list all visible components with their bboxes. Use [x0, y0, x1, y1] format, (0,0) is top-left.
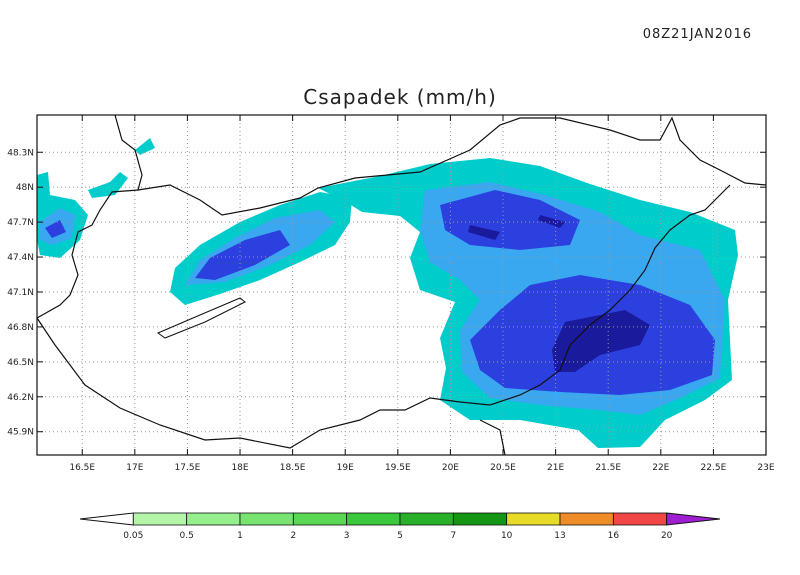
colorbar-label: 0.5 — [180, 531, 194, 541]
x-tick-label: 18.5E — [280, 463, 306, 473]
x-tick-label: 22E — [652, 463, 669, 473]
precip-area — [468, 225, 500, 240]
y-tick-label: 47.4N — [7, 253, 34, 263]
axis-ticks: 16.5E 17E 17.5E 18E 18.5E 19E 19.5E 20E 20.5E 21E… — [7, 115, 775, 473]
y-tick-label: 48N — [16, 183, 34, 193]
colorbar-label: 0.05 — [123, 531, 143, 541]
colorbar-label: 2 — [290, 531, 296, 541]
timestamp: 08Z21JAN2016 — [643, 27, 752, 42]
colorbar-arrow — [79, 512, 134, 526]
colorbar-label: 5 — [397, 531, 403, 541]
precip-area — [88, 172, 128, 198]
border — [479, 419, 506, 456]
y-tick-label: 47.7N — [7, 218, 34, 228]
x-tick-label: 18E — [231, 463, 248, 473]
y-tick-label: 48.3N — [7, 148, 34, 158]
x-tick-label: 17.5E — [175, 463, 201, 473]
colorbar-box — [452, 512, 508, 526]
y-tick-label: 46.5N — [7, 358, 34, 368]
y-tick-label: 46.2N — [7, 393, 34, 403]
x-tick-label: 19E — [337, 463, 354, 473]
colorbar-box — [399, 512, 454, 526]
colorbar-box — [612, 512, 668, 526]
colorbar-box — [186, 512, 241, 526]
x-tick-label: 23E — [757, 463, 774, 473]
precip-area — [538, 215, 565, 228]
colorbar-box — [346, 512, 401, 526]
x-tick-label: 17E — [126, 463, 143, 473]
map-frame — [36, 114, 767, 456]
colorbar-label: 20 — [661, 531, 673, 541]
colorbar-label: 1 — [237, 531, 243, 541]
borders — [36, 114, 767, 456]
colorbar-label: 3 — [344, 531, 350, 541]
grid — [37, 115, 767, 455]
map-title: Csapadek (mm/h) — [303, 85, 497, 109]
y-tick-label: 46.8N — [7, 323, 34, 333]
colorbar-label: 13 — [554, 531, 565, 541]
border — [36, 114, 143, 319]
border — [36, 184, 731, 449]
y-tick-label: 45.9N — [7, 428, 34, 438]
colorbar-label: 10 — [501, 531, 513, 541]
x-tick-label: 20.5E — [490, 463, 516, 473]
precip-area — [135, 138, 155, 155]
x-tick-label: 16.5E — [69, 463, 95, 473]
colorbar-label: 16 — [608, 531, 620, 541]
precip-area — [440, 190, 580, 250]
x-tick-label: 21.5E — [595, 463, 621, 473]
lake — [156, 297, 246, 339]
x-tick-label: 22.5E — [701, 463, 727, 473]
border — [137, 116, 767, 216]
colorbar-box — [132, 512, 188, 526]
colorbar: 0.05 0.5 1 2 3 5 7 10 13 16 20 — [79, 512, 721, 541]
colorbar-box — [506, 512, 561, 526]
y-tick-label: 47.1N — [7, 288, 34, 298]
colorbar-box — [292, 512, 348, 526]
precip-area — [552, 310, 650, 372]
x-tick-label: 21E — [547, 463, 564, 473]
x-tick-label: 19.5E — [385, 463, 411, 473]
colorbar-arrow — [666, 512, 721, 526]
precip-area — [195, 230, 290, 280]
precipitation-field — [37, 138, 738, 448]
precip-area — [45, 220, 66, 238]
colorbar-label: 7 — [450, 531, 456, 541]
colorbar-box — [239, 512, 294, 526]
x-tick-label: 20E — [442, 463, 459, 473]
colorbar-box — [559, 512, 614, 526]
